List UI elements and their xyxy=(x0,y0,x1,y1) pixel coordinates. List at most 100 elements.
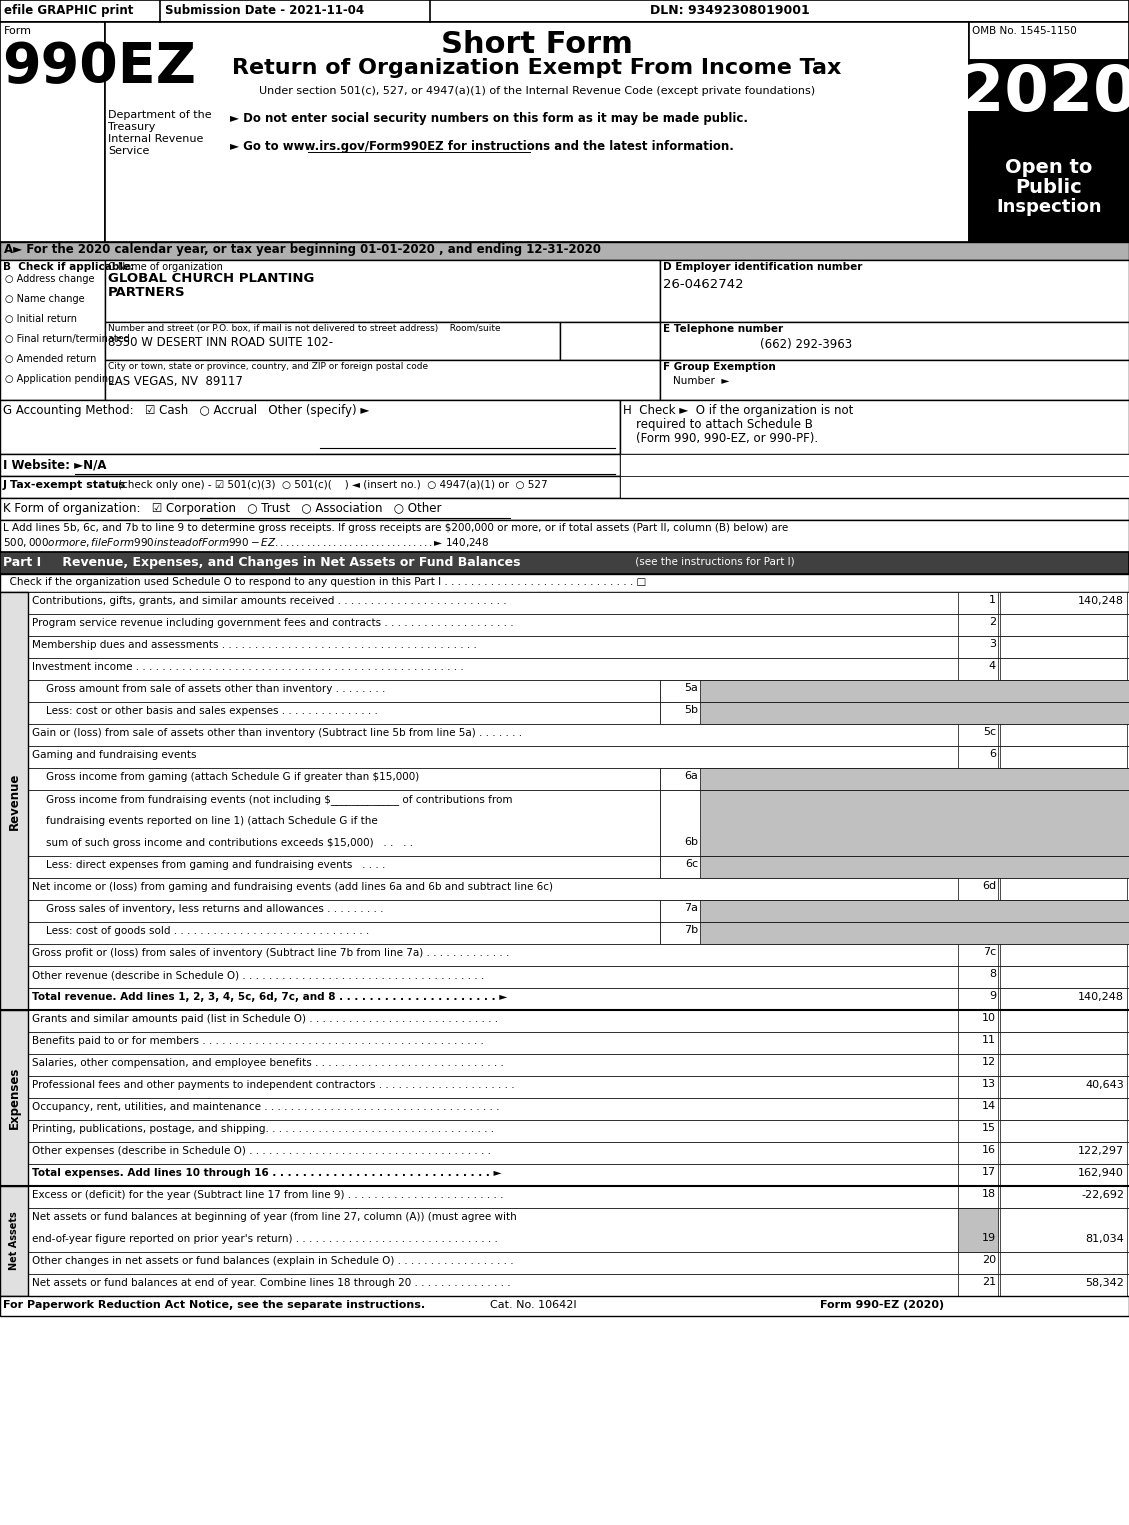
Text: 6b: 6b xyxy=(684,837,698,846)
Text: C Name of organization: C Name of organization xyxy=(108,262,222,271)
Text: Salaries, other compensation, and employee benefits . . . . . . . . . . . . . . : Salaries, other compensation, and employ… xyxy=(32,1058,504,1068)
Bar xyxy=(620,400,1129,454)
Bar xyxy=(1000,1077,1127,1098)
Text: 21: 21 xyxy=(982,1276,996,1287)
Text: 140,248: 140,248 xyxy=(1078,596,1124,605)
Bar xyxy=(959,724,998,746)
Bar xyxy=(959,1252,998,1273)
Bar xyxy=(660,322,1129,360)
Bar xyxy=(1000,1252,1127,1273)
Bar xyxy=(660,900,1129,923)
Bar xyxy=(1000,1164,1127,1186)
Text: 7a: 7a xyxy=(684,903,698,913)
Text: efile GRAPHIC print: efile GRAPHIC print xyxy=(5,5,133,17)
Text: Less: direct expenses from gaming and fundraising events   . . . .: Less: direct expenses from gaming and fu… xyxy=(46,860,385,869)
Text: ○ Amended return: ○ Amended return xyxy=(5,354,96,364)
Text: ○ Application pending: ○ Application pending xyxy=(5,374,114,384)
Bar xyxy=(660,680,700,702)
Bar xyxy=(0,0,1129,21)
Bar xyxy=(1000,724,1127,746)
Bar xyxy=(28,1208,1129,1252)
Text: $500,000 or more, file Form 990 instead of Form 990-EZ . . . . . . . . . . . . .: $500,000 or more, file Form 990 instead … xyxy=(3,535,489,549)
Bar xyxy=(28,1032,1129,1054)
Bar xyxy=(1000,615,1127,636)
Bar xyxy=(1000,592,1127,615)
Text: Number and street (or P.O. box, if mail is not delivered to street address)    R: Number and street (or P.O. box, if mail … xyxy=(108,323,500,332)
Bar xyxy=(0,573,1129,592)
Bar xyxy=(1000,1098,1127,1119)
Bar xyxy=(959,1186,998,1208)
Text: 13: 13 xyxy=(982,1080,996,1089)
Text: 1: 1 xyxy=(989,595,996,605)
Bar xyxy=(969,21,1129,59)
Bar xyxy=(660,702,700,724)
Bar xyxy=(105,21,969,242)
Bar xyxy=(660,259,1129,322)
Text: 11: 11 xyxy=(982,1035,996,1045)
Bar xyxy=(1000,636,1127,657)
Bar xyxy=(959,615,998,636)
Text: Other expenses (describe in Schedule O) . . . . . . . . . . . . . . . . . . . . : Other expenses (describe in Schedule O) … xyxy=(32,1145,491,1156)
Text: 17: 17 xyxy=(982,1167,996,1177)
Bar xyxy=(959,1054,998,1077)
Text: Membership dues and assessments . . . . . . . . . . . . . . . . . . . . . . . . : Membership dues and assessments . . . . … xyxy=(32,640,476,650)
Text: 9: 9 xyxy=(989,991,996,1000)
Text: Excess or (deficit) for the year (Subtract line 17 from line 9) . . . . . . . . : Excess or (deficit) for the year (Subtra… xyxy=(32,1190,504,1200)
Bar xyxy=(959,988,998,1010)
Bar xyxy=(0,1296,1129,1316)
Text: 6a: 6a xyxy=(684,772,698,781)
Text: Public: Public xyxy=(1016,178,1083,197)
Text: Other revenue (describe in Schedule O) . . . . . . . . . . . . . . . . . . . . .: Other revenue (describe in Schedule O) .… xyxy=(32,970,484,981)
Text: 8550 W DESERT INN ROAD SUITE 102-: 8550 W DESERT INN ROAD SUITE 102- xyxy=(108,336,333,349)
Bar xyxy=(1000,878,1127,900)
Text: required to attach Schedule B: required to attach Schedule B xyxy=(636,418,813,432)
Bar xyxy=(969,149,1129,242)
Bar xyxy=(959,1164,998,1186)
Text: 4: 4 xyxy=(989,660,996,671)
Text: 8: 8 xyxy=(989,968,996,979)
Bar xyxy=(28,592,1129,615)
Bar xyxy=(660,923,1129,944)
Text: ► Go to www.irs.gov/Form990EZ for instructions and the latest information.: ► Go to www.irs.gov/Form990EZ for instru… xyxy=(230,140,734,153)
Text: 10: 10 xyxy=(982,1013,996,1023)
Bar xyxy=(28,988,1129,1010)
Text: LAS VEGAS, NV  89117: LAS VEGAS, NV 89117 xyxy=(108,375,243,387)
Text: 2020: 2020 xyxy=(961,63,1129,124)
Text: Number  ►: Number ► xyxy=(673,377,729,386)
Bar xyxy=(1000,1186,1127,1208)
Bar xyxy=(1000,1208,1127,1252)
Bar xyxy=(0,400,620,454)
Text: 58,342: 58,342 xyxy=(1085,1278,1124,1289)
Text: (Form 990, 990-EZ, or 990-PF).: (Form 990, 990-EZ, or 990-PF). xyxy=(636,432,819,445)
Text: Return of Organization Exempt From Income Tax: Return of Organization Exempt From Incom… xyxy=(233,58,842,78)
Text: 122,297: 122,297 xyxy=(1078,1145,1124,1156)
Bar xyxy=(959,1077,998,1098)
Text: Revenue, Expenses, and Changes in Net Assets or Fund Balances: Revenue, Expenses, and Changes in Net As… xyxy=(58,557,520,569)
Text: L Add lines 5b, 6c, and 7b to line 9 to determine gross receipts. If gross recei: L Add lines 5b, 6c, and 7b to line 9 to … xyxy=(3,523,788,534)
Text: 6: 6 xyxy=(989,749,996,759)
Text: Gross amount from sale of assets other than inventory . . . . . . . .: Gross amount from sale of assets other t… xyxy=(46,685,385,694)
Bar xyxy=(28,944,1129,965)
Text: 5c: 5c xyxy=(983,727,996,737)
Text: B  Check if applicable:: B Check if applicable: xyxy=(3,262,134,271)
Text: Gross profit or (loss) from sales of inventory (Subtract line 7b from line 7a) .: Gross profit or (loss) from sales of inv… xyxy=(32,949,509,958)
Text: PARTNERS: PARTNERS xyxy=(108,287,185,299)
Text: Net assets or fund balances at end of year. Combine lines 18 through 20 . . . . : Net assets or fund balances at end of ye… xyxy=(32,1278,510,1289)
Text: ○ Final return/terminated: ○ Final return/terminated xyxy=(5,334,130,345)
Bar xyxy=(620,454,1129,476)
Text: Gain or (loss) from sale of assets other than inventory (Subtract line 5b from l: Gain or (loss) from sale of assets other… xyxy=(32,727,522,738)
Bar xyxy=(1000,1119,1127,1142)
Text: 19: 19 xyxy=(982,1234,996,1243)
Text: 40,643: 40,643 xyxy=(1085,1080,1124,1090)
Text: Under section 501(c), 527, or 4947(a)(1) of the Internal Revenue Code (except pr: Under section 501(c), 527, or 4947(a)(1)… xyxy=(259,85,815,96)
Text: Submission Date - 2021-11-04: Submission Date - 2021-11-04 xyxy=(165,5,365,17)
Text: 18: 18 xyxy=(982,1190,996,1199)
Bar xyxy=(959,944,998,965)
Bar xyxy=(28,900,1129,923)
Bar xyxy=(969,59,1129,149)
Bar xyxy=(0,454,620,476)
Text: Gaming and fundraising events: Gaming and fundraising events xyxy=(32,750,196,759)
Text: 6c: 6c xyxy=(685,859,698,869)
Text: Expenses: Expenses xyxy=(8,1068,20,1128)
Bar xyxy=(959,1098,998,1119)
